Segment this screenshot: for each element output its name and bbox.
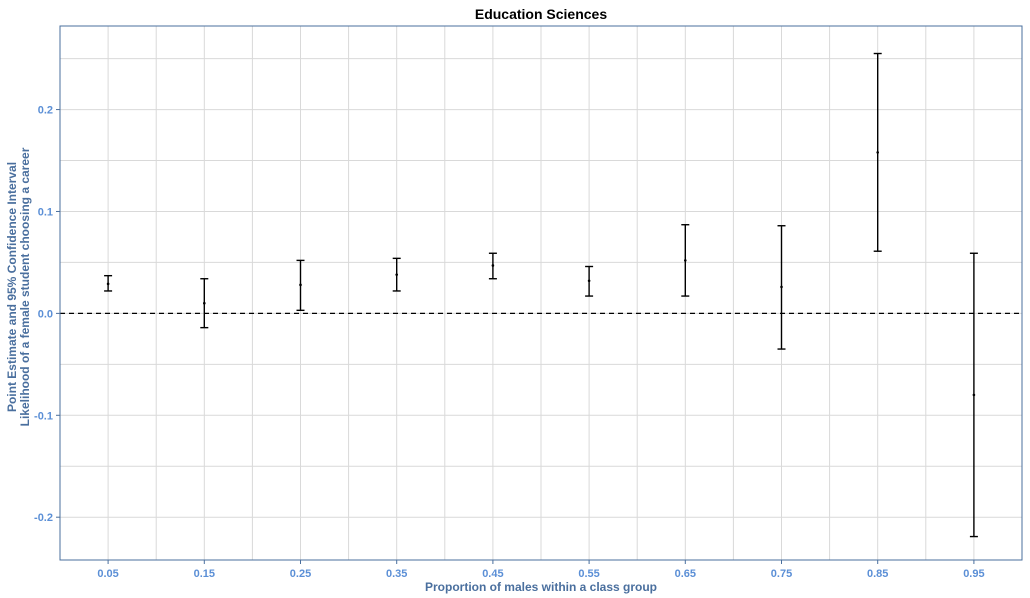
error-bar-0.75 [777,225,786,350]
chart-title: Education Sciences [475,6,607,22]
x-tick-label: 0.15 [194,568,215,580]
plot-panel-border [59,25,1023,561]
point-estimate [780,285,783,289]
x-tick-label: 0.95 [963,568,984,580]
error-bar-0.85 [873,52,882,252]
y-tick-label: 0.1 [38,206,53,218]
point-estimate [299,283,302,287]
error-bar-0.55 [585,265,594,297]
x-axis-ticks: 0.05 0.15 0.25 0.35 0.45 0.55 0.65 0.75 0.85 0.95 [97,560,985,580]
point-estimate [587,279,591,283]
error-bars [104,52,978,538]
x-tick-label: 0.85 [867,568,888,580]
y-tick-label: -0.1 [34,410,53,422]
x-tick-label: 0.05 [97,568,118,580]
y-tick-label: 0.2 [38,105,53,117]
y-axis-label-line1: Point Estimate and 95% Confidence Interv… [5,162,19,412]
error-bar-0.25 [296,259,305,312]
point-estimate [491,264,495,267]
error-bar-0.45 [488,252,497,280]
error-bar-0.95 [969,252,978,538]
point-estimate [106,282,110,286]
error-bar-0.05 [104,274,113,292]
y-axis-label-line2: Likelihood of a female student choosing … [18,147,32,426]
y-tick-label: 0.0 [38,308,53,320]
x-tick-label: 0.75 [771,568,792,580]
point-estimate [203,301,206,305]
error-bar-0.15 [200,278,209,329]
y-axis-label: Point Estimate and 95% Confidence Interv… [5,147,32,426]
point-estimate [876,151,879,154]
x-tick-label: 0.65 [675,568,696,580]
x-tick-label: 0.25 [290,568,311,580]
y-tick-label: -0.2 [34,512,53,524]
x-tick-label: 0.55 [578,568,599,580]
error-bar-0.35 [392,257,401,292]
x-axis-label: Proportion of males within a class group [425,580,657,594]
error-bar-0.65 [681,224,690,297]
point-estimate [395,273,399,276]
point-estimate [972,393,976,397]
x-tick-label: 0.35 [386,568,407,580]
y-axis-ticks: 0.2 0.1 0.0 -0.1 -0.2 [34,105,60,524]
point-estimate [684,259,687,262]
x-tick-label: 0.45 [482,568,503,580]
